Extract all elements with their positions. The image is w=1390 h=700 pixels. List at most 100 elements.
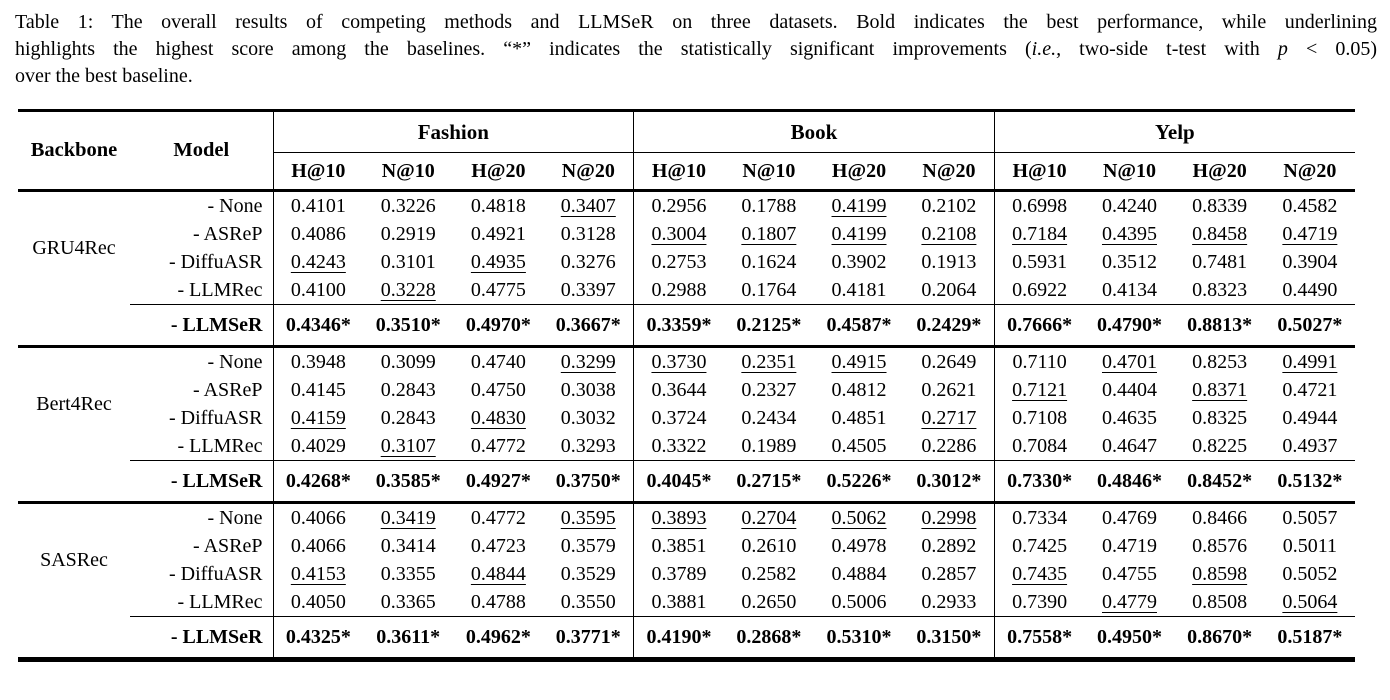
underlined-value: 0.4199 — [831, 194, 887, 217]
value: 0.3644 — [651, 378, 707, 401]
value: 0.3902 — [831, 250, 887, 273]
metric-cell: 0.2717 — [904, 404, 995, 432]
value: 0.3414 — [380, 534, 436, 557]
baseline-row: - ASReP 0.4066 0.3414 0.4723 0.3579 0.3851 0.2… — [18, 532, 1355, 560]
metric-cell: 0.7558* — [994, 616, 1085, 661]
baseline-row: - ASReP 0.4145 0.2843 0.4750 0.3038 0.3644 0.2… — [18, 376, 1355, 404]
underlined-value: 0.8371 — [1192, 378, 1248, 401]
metric-cell: 0.4505 — [814, 432, 904, 461]
metric-cell: 0.4240 — [1084, 191, 1174, 221]
value: 0.3276 — [560, 250, 616, 273]
value: 0.2753 — [651, 250, 707, 273]
metric-cell: 0.2857 — [904, 560, 995, 588]
model-cell: - DiffuASR — [130, 560, 274, 588]
caption-text: two-side t-test with — [1061, 38, 1278, 60]
metric-cell: 0.5057 — [1265, 503, 1355, 533]
metric-cell: 0.8813* — [1174, 304, 1265, 348]
llmser-row: - LLMSeR 0.4268* 0.3585* 0.4927* 0.3750* 0.40… — [18, 460, 1355, 504]
underlined-value: 0.8598 — [1192, 562, 1248, 585]
metric-cell: 0.5006 — [814, 588, 904, 617]
caption-text: Table 1: The overall results of competin… — [15, 11, 1377, 33]
metric-cell: 0.4190* — [633, 616, 724, 661]
value: 0.4851 — [831, 406, 887, 429]
model-cell: - LLMRec — [130, 588, 274, 617]
metric-cell: 0.5226* — [813, 460, 905, 504]
metric-cell: 0.3529 — [543, 560, 635, 588]
underlined-value: 0.4395 — [1101, 222, 1157, 245]
metric-cell: 0.2843 — [363, 376, 453, 404]
metric-cell: 0.8452* — [1174, 460, 1265, 504]
value: 0.2650 — [741, 590, 797, 613]
metric-cell: 0.2753 — [634, 248, 724, 276]
value: 0.4404 — [1101, 378, 1157, 401]
value: 0.2988 — [651, 278, 707, 301]
underlined-value: 0.2704 — [741, 506, 797, 529]
underlined-value: 0.7435 — [1012, 562, 1068, 585]
dataset-header-book: Book — [633, 110, 995, 153]
metric-header: H@20 — [1174, 152, 1265, 192]
metric-cell: 0.3107 — [363, 432, 453, 461]
underlined-value: 0.4935 — [470, 250, 526, 273]
underlined-value: 0.4701 — [1101, 350, 1157, 373]
metric-cell: 0.4991 — [1265, 347, 1355, 377]
value: 0.2892 — [921, 534, 977, 557]
metric-cell: 0.2843 — [363, 404, 453, 432]
metric-cell: 0.3771* — [543, 616, 635, 661]
value: 0.3724 — [651, 406, 707, 429]
metric-cell: 0.4346* — [273, 304, 364, 348]
metric-cell: 0.7425 — [994, 532, 1084, 560]
metric-cell: 0.3228 — [363, 276, 453, 305]
metric-cell: 0.3644 — [634, 376, 724, 404]
underlined-value: 0.4830 — [470, 406, 526, 429]
value: 0.4181 — [831, 278, 887, 301]
metric-cell: 0.2715* — [723, 460, 814, 504]
metric-cell: 0.1764 — [724, 276, 814, 305]
metric-header: N@10 — [363, 152, 454, 192]
metric-cell: 0.3101 — [363, 248, 453, 276]
metric-cell: 0.6922 — [994, 276, 1084, 305]
metric-cell: 0.6998 — [994, 191, 1084, 221]
metric-header: H@20 — [453, 152, 544, 192]
underlined-value: 0.4243 — [290, 250, 346, 273]
metric-cell: 0.2064 — [904, 276, 995, 305]
value: 0.5006 — [831, 590, 887, 613]
value: 0.4812 — [831, 378, 887, 401]
value: 0.1764 — [741, 278, 797, 301]
metric-cell: 0.4723 — [453, 532, 543, 560]
value: 0.7108 — [1012, 406, 1068, 429]
model-cell: - DiffuASR — [130, 248, 274, 276]
value: 0.2649 — [921, 350, 977, 373]
metric-header: N@20 — [543, 152, 635, 192]
metric-cell: 0.2108 — [904, 220, 995, 248]
value: 0.4582 — [1282, 194, 1338, 217]
metric-cell: 0.4490 — [1265, 276, 1355, 305]
table-caption: Table 1: The overall results of competin… — [15, 9, 1377, 90]
baseline-row: - DiffuASR 0.4153 0.3355 0.4844 0.3529 0.3789… — [18, 560, 1355, 588]
value: 0.4029 — [290, 434, 346, 457]
metric-header: H@10 — [273, 152, 364, 192]
metric-cell: 0.8576 — [1175, 532, 1265, 560]
value: 0.7390 — [1012, 590, 1068, 613]
metric-cell: 0.4721 — [1265, 376, 1355, 404]
value: 0.4100 — [290, 278, 346, 301]
metric-cell: 0.4769 — [1084, 503, 1174, 533]
caption-text: highlights the highest score among the b… — [15, 38, 1032, 60]
underlined-value: 0.2108 — [921, 222, 977, 245]
metric-cell: 0.4846* — [1084, 460, 1175, 504]
metric-cell: 0.5027* — [1264, 304, 1355, 348]
metric-cell: 0.7390 — [994, 588, 1084, 617]
value: 0.2843 — [380, 378, 436, 401]
llmser-row: - LLMSeR 0.4325* 0.3611* 0.4962* 0.3771* 0.41… — [18, 616, 1355, 661]
value: 0.8466 — [1192, 506, 1248, 529]
value: 0.3851 — [651, 534, 707, 557]
underlined-value: 0.3730 — [651, 350, 707, 373]
metric-cell: 0.7435 — [994, 560, 1084, 588]
value: 0.2621 — [921, 378, 977, 401]
value: 0.3038 — [560, 378, 616, 401]
metric-cell: 0.4935 — [453, 248, 543, 276]
value: 0.2102 — [921, 194, 977, 217]
value: 0.4750 — [470, 378, 526, 401]
metric-cell: 0.4937 — [1265, 432, 1355, 461]
value: 0.4740 — [470, 350, 526, 373]
metric-cell: 0.4199 — [814, 191, 904, 221]
